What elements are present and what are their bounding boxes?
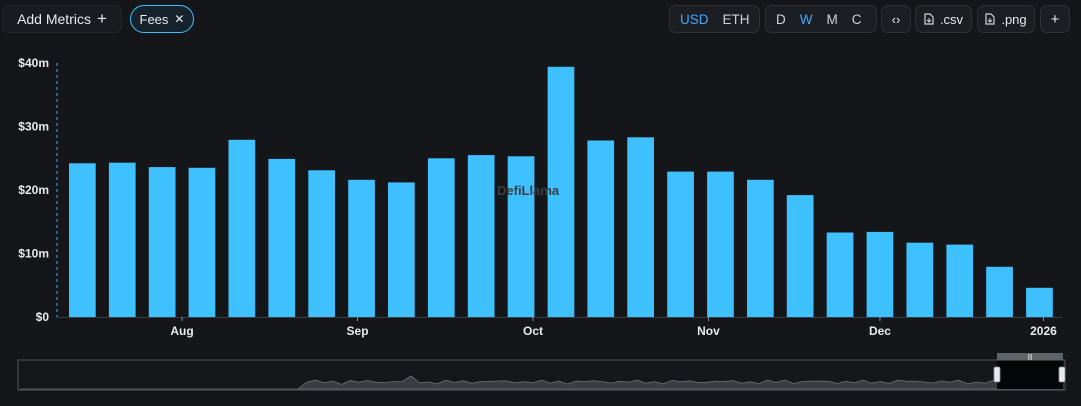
code-icon: ‹› bbox=[891, 11, 901, 27]
add-metrics-label: Add Metrics bbox=[17, 11, 91, 27]
file-icon bbox=[985, 13, 995, 25]
fees-bar-chart: $0 $10m $20m $30m $40m Aug Sep Oct Nov Dec 2026 ||… bbox=[17, 56, 1066, 391]
x-tick-label: Oct bbox=[523, 324, 543, 338]
embed-button[interactable]: ‹› bbox=[881, 5, 911, 33]
navigator-handle[interactable] bbox=[993, 366, 1001, 383]
bar[interactable] bbox=[627, 137, 654, 317]
currency-toggle: USD ETH bbox=[669, 5, 760, 33]
more-options-button[interactable]: + bbox=[1040, 5, 1070, 33]
close-icon[interactable]: ✕ bbox=[174, 12, 185, 26]
bar[interactable] bbox=[308, 170, 335, 317]
bar[interactable] bbox=[906, 242, 934, 317]
bar[interactable] bbox=[946, 244, 974, 317]
bar[interactable] bbox=[507, 156, 535, 317]
csv-label: .csv bbox=[939, 11, 964, 27]
plus-icon: + bbox=[1050, 10, 1060, 28]
y-tick-label: $40m bbox=[18, 56, 49, 70]
bar[interactable] bbox=[547, 66, 575, 317]
period-weekly-option[interactable]: W bbox=[799, 11, 813, 27]
navigator-handle[interactable] bbox=[1058, 366, 1066, 383]
plus-icon: + bbox=[96, 9, 107, 28]
navigator-drag-bar[interactable] bbox=[997, 353, 1063, 360]
bar[interactable] bbox=[707, 171, 734, 317]
bar[interactable] bbox=[228, 139, 256, 317]
bar[interactable] bbox=[667, 171, 694, 317]
drag-grip-icon: ||| bbox=[1028, 355, 1033, 361]
add-metrics-button[interactable]: Add Metrics + bbox=[2, 5, 122, 33]
toolbar: Add Metrics + Fees ✕ USD ETH D W M C ‹› … bbox=[0, 0, 1081, 40]
bar[interactable] bbox=[188, 167, 216, 317]
png-label: .png bbox=[1001, 11, 1027, 27]
navigator-selection[interactable] bbox=[997, 361, 1063, 389]
y-tick-label: $10m bbox=[18, 247, 49, 261]
y-tick-label: $20m bbox=[18, 183, 49, 197]
navigator-overview-series bbox=[20, 375, 1064, 390]
fees-metric-chip[interactable]: Fees ✕ bbox=[130, 5, 194, 33]
bar[interactable] bbox=[826, 232, 854, 318]
x-tick-label: 2026 bbox=[1030, 324, 1057, 338]
bar[interactable] bbox=[747, 179, 774, 317]
bar[interactable] bbox=[108, 162, 136, 317]
fees-chip-label: Fees bbox=[139, 11, 169, 27]
x-tick-label: Dec bbox=[869, 324, 891, 338]
x-tick-label: Sep bbox=[347, 324, 369, 338]
download-csv-button[interactable]: .csv bbox=[915, 5, 972, 33]
file-icon bbox=[924, 13, 934, 25]
bar[interactable] bbox=[427, 158, 455, 318]
y-tick-label: $30m bbox=[18, 120, 49, 134]
period-daily-option[interactable]: D bbox=[776, 11, 786, 27]
download-png-button[interactable]: .png bbox=[977, 5, 1035, 33]
y-tick-label: $0 bbox=[36, 310, 50, 324]
period-cumulative-option[interactable]: C bbox=[851, 11, 862, 27]
bar[interactable] bbox=[467, 155, 495, 317]
currency-eth-option[interactable]: ETH bbox=[722, 11, 750, 27]
period-monthly-option[interactable]: M bbox=[826, 11, 838, 27]
currency-usd-option[interactable]: USD bbox=[680, 11, 709, 27]
watermark-logo: DefiLlama bbox=[497, 183, 560, 198]
x-tick-label: Nov bbox=[697, 324, 720, 338]
bar[interactable] bbox=[268, 158, 296, 317]
bar[interactable] bbox=[348, 179, 375, 317]
bar[interactable] bbox=[866, 231, 894, 317]
bar[interactable] bbox=[148, 167, 176, 317]
bar[interactable] bbox=[1026, 287, 1053, 317]
bar[interactable] bbox=[786, 195, 814, 317]
period-toggle: D W M C bbox=[765, 5, 877, 33]
bar[interactable] bbox=[388, 182, 415, 317]
x-tick-label: Aug bbox=[170, 324, 193, 338]
bar[interactable] bbox=[587, 140, 615, 318]
bar[interactable] bbox=[986, 266, 1013, 317]
bar[interactable] bbox=[69, 163, 96, 317]
